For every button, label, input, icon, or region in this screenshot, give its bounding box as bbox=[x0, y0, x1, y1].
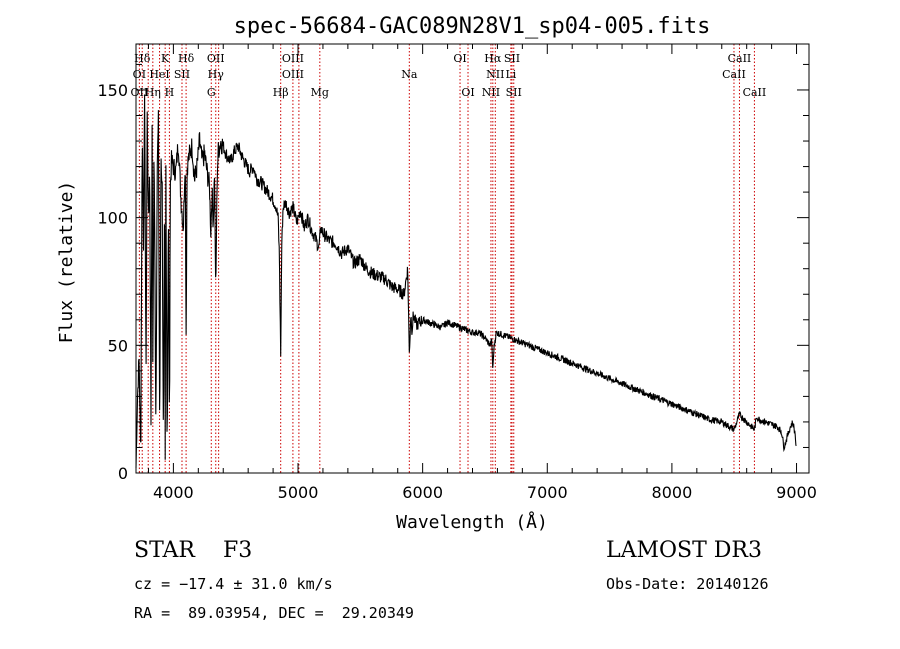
x-tick-label: 4000 bbox=[153, 483, 194, 502]
line-label: Li bbox=[505, 68, 516, 81]
line-label: SII bbox=[174, 68, 190, 81]
axis-ticks: 4000 5000 6000 7000 8000 9000 0 50 100 150 bbox=[97, 44, 817, 502]
object-class: STAR F3 bbox=[134, 538, 253, 563]
x-tick-label: 5000 bbox=[278, 483, 319, 502]
survey-name: LAMOST DR3 bbox=[606, 538, 762, 563]
line-label: Hβ bbox=[273, 86, 289, 99]
line-label: CaII bbox=[722, 68, 746, 81]
line-label: CaII bbox=[728, 52, 752, 65]
spectrum-line bbox=[135, 94, 797, 469]
obs-date: Obs-Date: 20140126 bbox=[606, 575, 769, 593]
y-tick-label: 50 bbox=[108, 336, 128, 355]
line-label: OI bbox=[453, 52, 466, 65]
line-label: NII bbox=[482, 86, 500, 99]
line-label: Hη bbox=[145, 86, 161, 99]
redshift-cz: cz = −17.4 ± 31.0 km/s bbox=[134, 575, 333, 593]
y-tick-label: 150 bbox=[97, 81, 128, 100]
line-label: OI bbox=[133, 68, 146, 81]
line-label: OII bbox=[131, 86, 149, 99]
line-label: Hα bbox=[484, 52, 502, 65]
chart-title: spec-56684-GAC089N28V1_sp04-005.fits bbox=[234, 14, 711, 39]
ra-dec: RA = 89.03954, DEC = 29.20349 bbox=[134, 604, 414, 622]
line-label: Mg bbox=[311, 86, 329, 99]
line-label: OIII bbox=[282, 68, 304, 81]
x-axis-label: Wavelength (Å) bbox=[396, 511, 548, 533]
line-label: Hγ bbox=[208, 68, 225, 81]
x-tick-label: 8000 bbox=[652, 483, 693, 502]
y-axis-label: Flux (relative) bbox=[56, 181, 77, 344]
line-label: CaII bbox=[743, 86, 767, 99]
line-label: SII bbox=[506, 86, 522, 99]
line-label: K bbox=[161, 52, 170, 65]
line-label: OII bbox=[207, 52, 225, 65]
line-label: OI bbox=[461, 86, 474, 99]
x-tick-label: 9000 bbox=[776, 483, 817, 502]
x-tick-label: 6000 bbox=[402, 483, 443, 502]
y-tick-label: 100 bbox=[97, 209, 128, 228]
y-tick-label: 0 bbox=[118, 464, 128, 483]
line-label: G bbox=[207, 86, 216, 99]
line-markers bbox=[138, 44, 755, 473]
x-tick-label: 7000 bbox=[527, 483, 568, 502]
line-label: Hδ bbox=[178, 52, 195, 65]
line-label: H bbox=[165, 86, 175, 99]
plot-frame bbox=[135, 43, 810, 474]
line-label: HeI bbox=[149, 68, 169, 81]
line-label: NII bbox=[486, 68, 504, 81]
line-label: Hδ bbox=[134, 52, 151, 65]
line-label: SII bbox=[504, 52, 520, 65]
line-label: OIII bbox=[282, 52, 304, 65]
line-label: Na bbox=[401, 68, 418, 81]
